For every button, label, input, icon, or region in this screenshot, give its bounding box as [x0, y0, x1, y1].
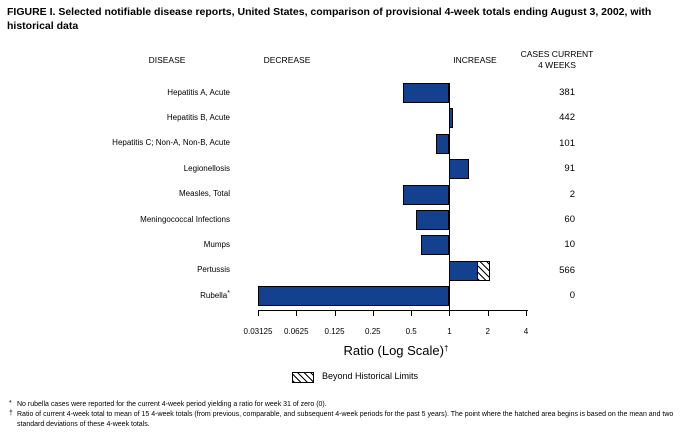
column-header-decrease: DECREASE [263, 55, 311, 65]
disease-label: Legionellosis [8, 164, 230, 173]
cases-value: 2 [569, 188, 575, 200]
legend-label: Beyond Historical Limits [322, 371, 419, 381]
column-header-cases-line2: 4 WEEKS [538, 59, 576, 70]
x-axis-tick-label: 1 [447, 327, 452, 336]
x-axis-tick [487, 311, 489, 316]
disease-label-text: Rubella [200, 290, 228, 300]
disease-label-text: Pertussis [197, 265, 230, 275]
cases-value: 566 [559, 264, 575, 276]
disease-label: Mumps [8, 240, 230, 249]
disease-label-text: Hepatitis B, Acute [166, 112, 230, 122]
footnote-rubella: * No rubella cases were reported for the… [8, 400, 694, 410]
x-axis-tick-label: 0.25 [365, 327, 381, 336]
disease-label-text: Hepatitis A, Acute [167, 87, 230, 97]
x-axis-tick [372, 311, 374, 316]
x-axis-tick [449, 311, 451, 316]
beyond-limits-bar [477, 260, 490, 281]
column-header-increase: INCREASE [453, 55, 497, 65]
x-axis-line [258, 310, 528, 311]
x-axis-tick-label: 0.03125 [243, 327, 273, 336]
asterisk-superscript: * [227, 289, 230, 297]
x-axis-tick-label: 2 [485, 327, 490, 336]
cases-value: 101 [559, 137, 575, 149]
x-axis-tick [296, 311, 298, 316]
x-axis-tick-label: 0.5 [405, 327, 417, 336]
footnote-rubella-text: No rubella cases were reported for the c… [17, 401, 327, 408]
disease-label: Rubella* [8, 289, 230, 300]
x-axis-tick [526, 311, 527, 316]
figure-title: FIGURE I. Selected notifiable disease re… [7, 6, 652, 32]
cases-value: 442 [559, 112, 575, 124]
cases-value: 91 [564, 163, 575, 175]
x-axis-tick [258, 311, 259, 316]
column-header-cases: CASES CURRENT 4 WEEKS [507, 49, 607, 70]
disease-label-text: Legionellosis [183, 163, 230, 173]
cases-value: 381 [559, 87, 575, 98]
dagger-marker: † [9, 410, 13, 418]
disease-label-text: Hepatitis C; Non-A, Non-B, Acute [112, 138, 230, 148]
cases-value: 0 [569, 290, 575, 302]
cases-value: 10 [564, 239, 575, 251]
ratio-bar [416, 210, 450, 230]
ratio-bar [421, 235, 450, 256]
ratio-bar [449, 159, 470, 180]
x-axis-title-text: Ratio (Log Scale) [343, 343, 444, 358]
x-axis-tick [411, 311, 413, 316]
asterisk-marker: * [9, 400, 12, 407]
cases-value: 60 [564, 214, 575, 225]
ratio-bar [402, 83, 450, 103]
ratio-bar [435, 133, 450, 154]
x-axis-tick-label: 0.125 [324, 327, 345, 336]
column-header-cases-line1: CASES CURRENT [520, 49, 594, 59]
ratio-bar [258, 286, 450, 307]
disease-label: Hepatitis C; Non-A, Non-B, Acute [8, 138, 230, 147]
footnotes: * No rubella cases were reported for the… [8, 400, 694, 430]
x-axis-tick-label: 4 [523, 327, 529, 336]
ratio-bar [402, 184, 450, 205]
disease-label: Meningococcal Infections [8, 215, 230, 224]
ratio-bar [449, 260, 479, 281]
x-axis-title: Ratio (Log Scale)† [296, 343, 496, 358]
disease-label: Pertussis [8, 265, 230, 274]
disease-label-text: Measles, Total [179, 189, 230, 199]
disease-label: Hepatitis A, Acute [8, 88, 230, 97]
disease-label-text: Meningococcal Infections [140, 214, 230, 224]
disease-label: Measles, Total [8, 189, 230, 198]
baseline-ratio-1-line [449, 83, 450, 311]
disease-label: Hepatitis B, Acute [8, 113, 230, 122]
dagger-superscript: † [444, 344, 449, 353]
disease-label-text: Mumps [203, 239, 230, 249]
x-axis-tick-label: 0.0625 [284, 327, 309, 336]
x-axis-tick [334, 311, 336, 316]
footnote-ratio-text: Ratio of current 4-week total to mean of… [17, 411, 674, 429]
footnote-ratio: † Ratio of current 4-week total to mean … [8, 410, 694, 430]
column-header-disease: DISEASE [148, 55, 186, 65]
beyond-limits-hatch-swatch [292, 372, 314, 383]
